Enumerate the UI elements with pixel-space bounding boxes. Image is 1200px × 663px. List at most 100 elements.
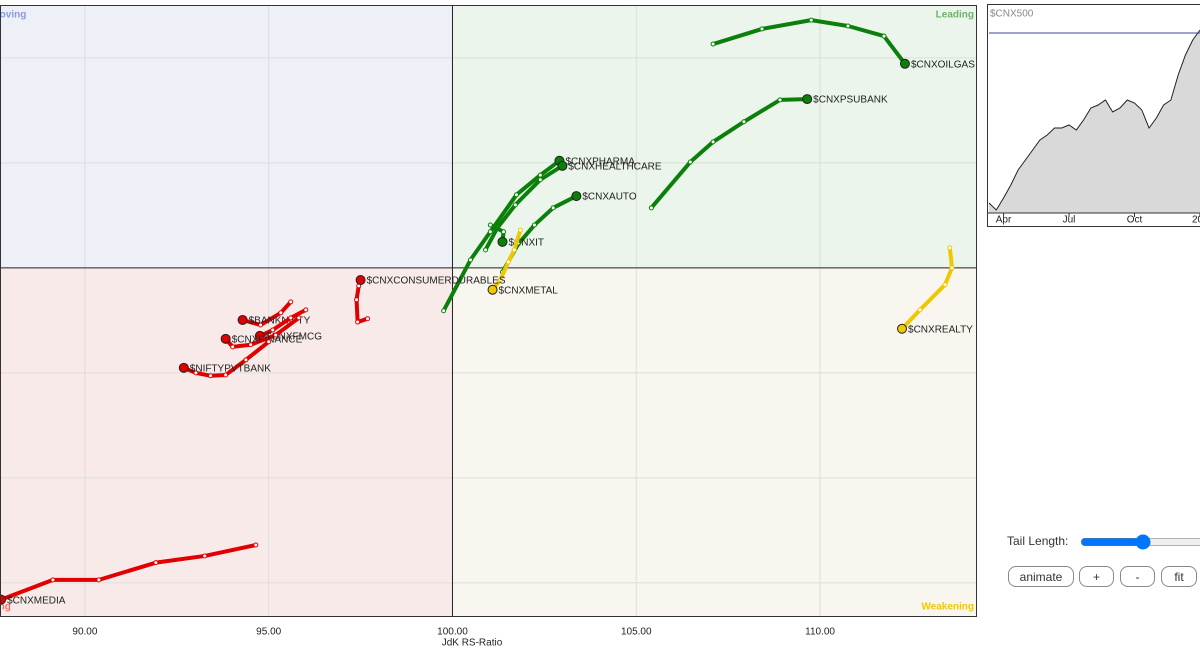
quadrant-label: Improving [0, 10, 26, 21]
tail-point [193, 370, 199, 376]
tail-length-slider[interactable] [1080, 534, 1200, 550]
tail-point [501, 229, 507, 235]
series-label: $CNXHEALTHCARE [568, 161, 661, 172]
tail-point [550, 205, 556, 211]
head-marker [0, 594, 7, 605]
tail-point [50, 577, 56, 583]
tail-point [949, 265, 955, 271]
tail-point [487, 229, 493, 235]
x-axis-label: JdK RS-Ratio [442, 638, 503, 649]
quadrant-weakening [452, 267, 977, 616]
tail-point [96, 577, 102, 583]
plot-area: Improving Leading Lagging Weakening $CNXOILG… [0, 5, 977, 616]
tail-point [208, 373, 214, 379]
series-label: $CNXFMCG [266, 332, 322, 343]
tail-point [759, 26, 765, 32]
tail-point [467, 257, 473, 263]
animate-button[interactable]: animate [1008, 566, 1074, 587]
tail-point [648, 205, 654, 211]
series-label: $BANKNIFTY [249, 316, 311, 327]
tail-line [257, 307, 308, 338]
tail-line [0, 543, 258, 602]
index-line [988, 29, 1200, 211]
head-marker [899, 58, 910, 69]
tail-point [365, 316, 371, 322]
x-tick-label: 95.00 [256, 627, 281, 638]
tail-point [223, 372, 229, 378]
index-area [989, 30, 1200, 213]
tail-point [741, 119, 747, 125]
tail-point [513, 192, 519, 198]
mini-x-label: Jul [1063, 215, 1076, 226]
head-marker [487, 284, 498, 295]
mini-x-label: 20 [1192, 215, 1200, 226]
tail-point [288, 315, 294, 321]
series-label: $CNXMETAL [499, 285, 559, 296]
tail-point [270, 327, 276, 333]
tail-point [710, 139, 716, 145]
series-label: $CNXIT [508, 237, 544, 248]
head-marker [557, 160, 568, 171]
tail-length-label: Tail Length: [1007, 534, 1069, 548]
plot-border [0, 5, 977, 617]
quadrant-improving [0, 5, 453, 268]
tail-point [511, 247, 517, 253]
tail-point [288, 299, 294, 305]
quadrant-label: Weakening [921, 602, 974, 613]
mini-x-label: Oct [1127, 215, 1143, 226]
tail-point [845, 23, 851, 29]
plus-button[interactable]: + [1079, 566, 1114, 587]
x-tick-label: 100.00 [437, 627, 468, 638]
tail-point [808, 17, 814, 23]
mini-x-label: Apr [996, 215, 1012, 226]
quadrant-lagging [0, 267, 453, 616]
tail-point [303, 307, 309, 313]
head-marker [220, 333, 231, 344]
series-label: $CNXPSUBANK [813, 95, 888, 106]
x-tick-label: 105.00 [621, 627, 652, 638]
tail-point [487, 222, 493, 228]
tail-point [687, 159, 693, 165]
tail-line [441, 158, 562, 313]
tail-point [202, 553, 208, 559]
tail-point [505, 259, 511, 265]
tail-point [947, 245, 953, 251]
series-label: $CNXOILGAS [911, 59, 975, 70]
tail-point [441, 308, 447, 314]
tail-line [240, 299, 293, 327]
tail-point [881, 33, 887, 39]
tail-point [258, 322, 264, 328]
head-marker [237, 314, 248, 325]
mini-title: $CNX500 [990, 9, 1034, 20]
tail-point [942, 282, 948, 288]
tail-point [253, 542, 259, 548]
x-tick-label: 110.00 [805, 627, 835, 638]
tail-point [278, 310, 284, 316]
tail-point [266, 339, 272, 345]
x-tick-label: 90.00 [72, 627, 97, 638]
head-marker [497, 236, 508, 247]
minus-button[interactable]: - [1120, 566, 1155, 587]
tail-point [355, 319, 361, 325]
series-label: $CNXREALTY [908, 324, 973, 335]
tail-point [710, 41, 716, 47]
tail-line [711, 18, 907, 66]
head-marker [178, 362, 189, 373]
series-label: $CNXPHARMA [565, 156, 635, 167]
tail-point [483, 247, 489, 253]
tail-point [517, 227, 523, 233]
head-marker [571, 191, 582, 202]
series-label: $CNXCONSUMERDURABLES [367, 276, 506, 287]
tail-point [537, 177, 543, 183]
head-marker [802, 94, 813, 105]
tail-point [777, 97, 783, 103]
quadrant-label: Lagging [0, 602, 11, 613]
tail-point [248, 342, 254, 348]
tail-point [354, 297, 360, 303]
fit-button[interactable]: fit [1161, 566, 1197, 587]
series-label: $CNXMEDIA [7, 595, 66, 606]
tail-point [153, 560, 159, 566]
head-marker [897, 323, 908, 334]
